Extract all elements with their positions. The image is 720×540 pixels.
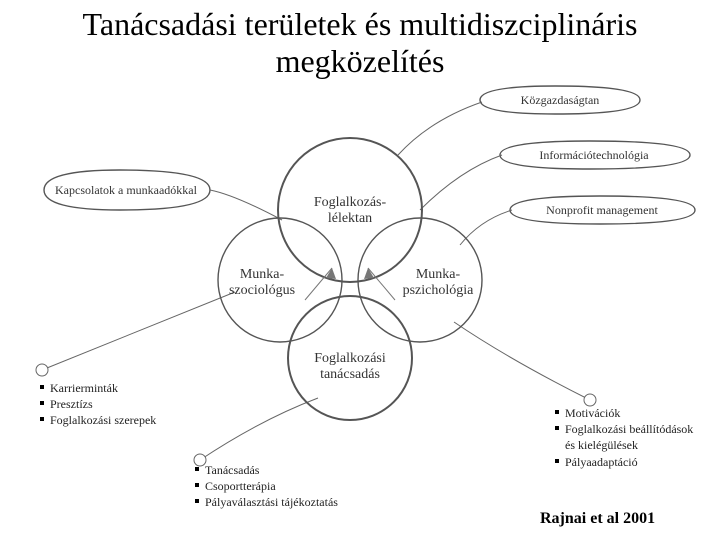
lead-3 [210,190,282,220]
circle-top-label1: Foglalkozás- [314,195,387,210]
circle-top [278,138,422,282]
list-item: Motivációk [555,405,705,421]
bullets-mid: Tanácsadás Csoportterápia Pályaválasztás… [195,462,355,511]
citation: Rajnai et al 2001 [540,510,655,528]
lead-4 [398,102,482,155]
lead-0 [42,292,235,370]
bubble-nonprofit-label: Nonprofit management [546,203,658,217]
circle-top-label2: lélektan [328,211,372,226]
bullets-right: Motivációk Foglalkozási beállítódások és… [555,405,705,470]
list-item: Karrierminták [40,380,180,396]
list-item: Foglalkozási szerepek [40,412,180,428]
bullets-left: Karrierminták Presztízs Foglalkozási sze… [40,380,180,429]
list-item: Csoportterápia [195,478,355,494]
list-item: Presztízs [40,396,180,412]
lead-0-end [36,364,48,376]
lead-5 [420,155,502,210]
list-item: Pályaadaptáció [555,454,705,470]
arrow-right [368,268,395,300]
arrow-left [305,268,332,300]
bubble-employers-label: Kapcsolatok a munkaadókkal [55,183,198,197]
lead-2 [454,322,590,400]
list-item: Foglalkozási beállítódások és kielégülés… [555,421,705,453]
circle-right-label1: Munka- [416,267,461,282]
circle-left-label2: szociológus [229,283,295,298]
circle-right-label2: pszichológia [403,283,475,298]
list-item: Pályaválasztási tájékoztatás [195,494,355,510]
lead-1 [200,398,318,460]
list-item: Tanácsadás [195,462,355,478]
circle-bottom-label2: tanácsadás [320,367,380,382]
bubble-it-label: Információtechnológia [539,148,649,162]
circle-bottom-label1: Foglalkozási [314,351,386,366]
bubble-economics-label: Közgazdaságtan [521,93,600,107]
circle-left-label1: Munka- [240,267,285,282]
